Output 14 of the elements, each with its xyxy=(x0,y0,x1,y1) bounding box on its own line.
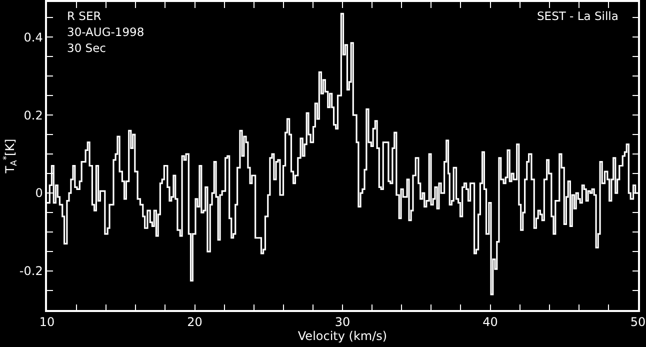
x-tick-label: 50 xyxy=(630,315,646,330)
x-tick-label: 20 xyxy=(187,315,202,330)
x-tick-label: 10 xyxy=(39,315,55,330)
y-tick-label: -0.2 xyxy=(19,264,43,278)
annotation: 30 Sec xyxy=(67,41,106,55)
annotation: R SER xyxy=(67,9,102,23)
x-tick-label: 40 xyxy=(482,315,498,330)
x-tick-label: 30 xyxy=(334,315,350,330)
y-tick-label: 0 xyxy=(35,186,43,200)
y-tick-label: 0.4 xyxy=(24,30,43,44)
annotation: 30-AUG-1998 xyxy=(67,25,144,39)
y-tick-label: 0.2 xyxy=(24,108,43,122)
x-axis-title: Velocity (km/s) xyxy=(298,329,388,344)
annotation: SEST - La Silla xyxy=(537,9,618,23)
